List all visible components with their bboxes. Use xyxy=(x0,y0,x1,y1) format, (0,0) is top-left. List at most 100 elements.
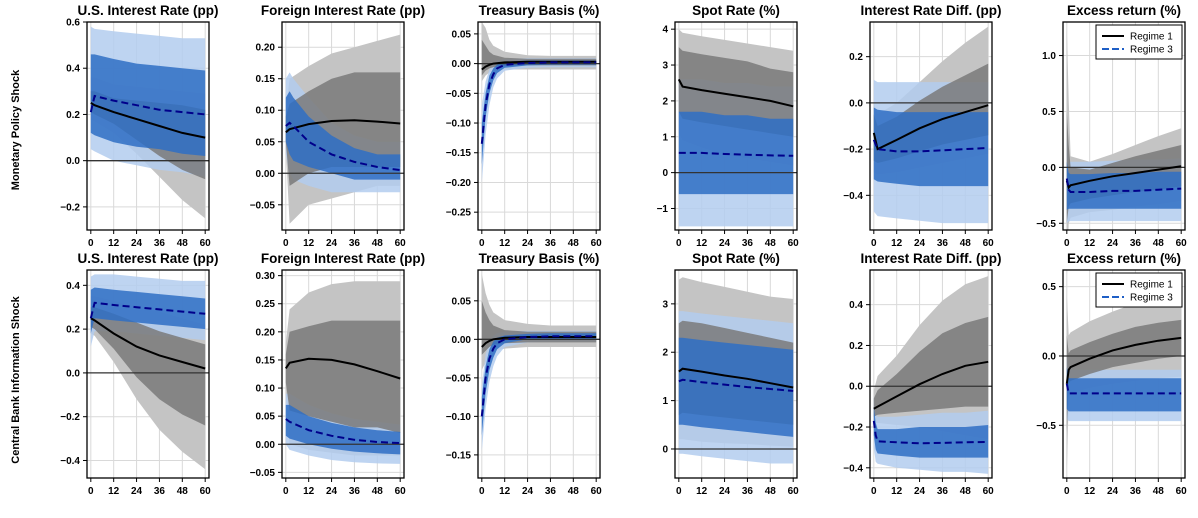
y-tick-label: −0.15 xyxy=(446,450,472,461)
y-tick-label: 0.4 xyxy=(849,300,863,311)
r3-band68 xyxy=(873,107,989,187)
plot-area xyxy=(675,277,797,464)
y-tick-label: 0.2 xyxy=(849,341,863,352)
series-regime-1-line xyxy=(285,119,401,134)
y-tick-label: 0.0 xyxy=(849,382,863,393)
y-tick-label: 0.10 xyxy=(256,384,276,395)
panel-title: Foreign Interest Rate (pp) xyxy=(261,251,425,266)
y-tick-label: 1 xyxy=(662,132,668,143)
y-tick-label: 0.05 xyxy=(452,29,472,40)
plot-frame xyxy=(1062,21,1186,231)
y-tick-label: 0.2 xyxy=(66,325,80,336)
panel-title: Spot Rate (%) xyxy=(692,3,780,18)
plot-area xyxy=(870,276,992,474)
x-tick-label: 24 xyxy=(326,486,338,497)
x-tick-label: 12 xyxy=(891,486,903,497)
r3-band68 xyxy=(678,111,794,195)
x-tick-label: 24 xyxy=(326,238,338,249)
y-tick-label: 0.05 xyxy=(256,137,276,148)
x-tick-label: 0 xyxy=(1064,238,1070,249)
plot-area xyxy=(1063,27,1185,230)
series-regime-3-line xyxy=(89,301,206,319)
legend-box xyxy=(1095,272,1183,308)
legend-box xyxy=(1095,24,1183,60)
panel-title: Treasury Basis (%) xyxy=(479,251,600,266)
series-regime-3-line xyxy=(1065,178,1182,193)
x-tick-label: 0 xyxy=(871,486,877,497)
x-tick-label: 36 xyxy=(937,486,949,497)
x-axis: 0 12 24 36 48 60 xyxy=(1064,230,1187,249)
x-tick-label: 60 xyxy=(788,238,800,249)
r1-band90 xyxy=(481,273,597,371)
series-regime-1-line xyxy=(90,317,206,370)
x-tick-label: 12 xyxy=(499,238,511,249)
x-tick-label: 0 xyxy=(283,486,289,497)
legend-label-regime-3: Regime 3 xyxy=(1130,45,1173,56)
y-tick-label: 0.00 xyxy=(256,440,276,451)
x-tick-label: 0 xyxy=(479,238,485,249)
series-regime-1-line xyxy=(873,360,989,410)
row-label-central-bank-information-shock: Central Bank Information Shock xyxy=(10,295,22,463)
r3-band68 xyxy=(481,60,597,165)
series-regime-1-line xyxy=(284,357,401,380)
y-tick-label: 0.0 xyxy=(66,156,80,167)
y-tick-label: 0.5 xyxy=(1042,107,1056,118)
series-regime-3-line xyxy=(678,378,794,392)
y-tick-label: 0.0 xyxy=(1042,351,1056,362)
y-tick-label: 0 xyxy=(662,444,668,455)
x-tick-label: 24 xyxy=(914,238,926,249)
x-tick-label: 60 xyxy=(788,486,800,497)
x-tick-label: 60 xyxy=(983,486,995,497)
panel-title: Excess return (%) xyxy=(1067,3,1181,18)
series-regime-3-line xyxy=(480,61,597,144)
y-axis: −0.25 −0.20 −0.15 −0.10 −0.05 0.00 0.05 xyxy=(446,29,478,219)
x-axis: 0 12 24 36 48 60 xyxy=(88,478,211,497)
x-tick-label: 48 xyxy=(177,486,189,497)
x-tick-label: 0 xyxy=(1064,486,1070,497)
series-regime-1-line xyxy=(1065,165,1182,190)
x-tick-label: 24 xyxy=(914,486,926,497)
y-tick-label: 0 xyxy=(662,168,668,179)
plot-area xyxy=(282,281,404,464)
y-axis: −0.4 −0.2 0.0 0.2 0.4 xyxy=(843,300,870,474)
r3-band68 xyxy=(873,406,989,458)
x-tick-label: 48 xyxy=(568,238,580,249)
y-tick-label: 0.5 xyxy=(1042,282,1056,293)
series-regime-1-line xyxy=(872,104,989,151)
y-tick-label: 0.30 xyxy=(256,271,276,282)
y-tick-label: −0.25 xyxy=(446,208,472,219)
x-tick-label: 36 xyxy=(154,486,166,497)
panel-title: Interest Rate Diff. (pp) xyxy=(860,3,1001,18)
x-tick-label: 12 xyxy=(499,486,511,497)
y-tick-label: −0.5 xyxy=(1036,219,1056,230)
y-tick-label: −0.4 xyxy=(60,456,80,467)
y-tick-label: −0.05 xyxy=(250,468,276,479)
series-regime-3-line xyxy=(285,418,401,445)
r3-band68 xyxy=(90,287,206,334)
panel-title: Excess return (%) xyxy=(1067,251,1181,266)
y-tick-label: 0.0 xyxy=(1042,163,1056,174)
series-regime-3-line xyxy=(480,335,597,417)
x-tick-label: 36 xyxy=(1130,238,1142,249)
x-tick-label: 36 xyxy=(349,238,361,249)
y-tick-label: −0.2 xyxy=(60,412,80,423)
panel-r2c2: Foreign Interest Rate (pp) 0 12 24 36 48 60 −0.… xyxy=(250,251,425,497)
x-axis: 0 12 24 36 48 60 xyxy=(871,478,994,497)
legend-label-regime-1: Regime 1 xyxy=(1130,280,1173,291)
x-tick-label: 12 xyxy=(108,238,120,249)
x-axis: 0 12 24 36 48 60 xyxy=(283,478,406,497)
x-tick-label: 12 xyxy=(108,486,120,497)
y-tick-label: −0.05 xyxy=(446,373,472,384)
y-tick-label: 2 xyxy=(662,348,668,359)
plot-area xyxy=(282,34,404,224)
legend-label-regime-3: Regime 3 xyxy=(1130,293,1173,304)
y-tick-label: 3 xyxy=(662,299,668,310)
x-axis: 0 12 24 36 48 60 xyxy=(479,478,602,497)
y-tick-label: 0.10 xyxy=(256,106,276,117)
y-tick-label: 0.0 xyxy=(66,368,80,379)
series-regime-3-line xyxy=(285,121,401,172)
x-tick-label: 24 xyxy=(131,486,143,497)
x-tick-label: 60 xyxy=(1176,486,1188,497)
plot-frame xyxy=(477,21,601,231)
x-tick-label: 12 xyxy=(303,486,315,497)
